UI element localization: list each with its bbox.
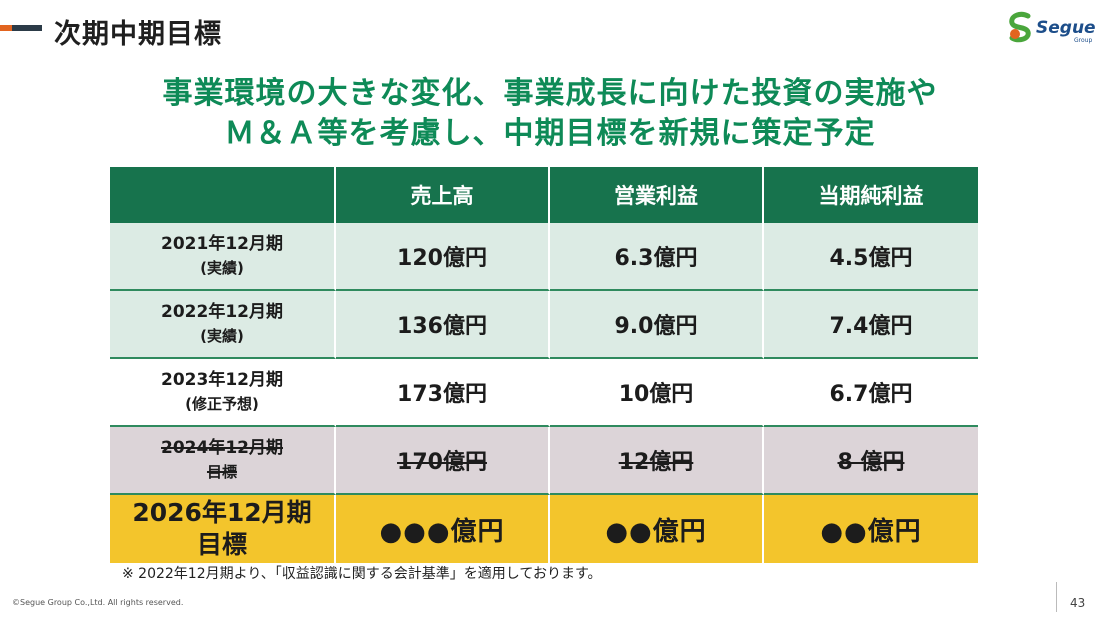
net-profit-cell: 6.7億円	[764, 359, 978, 427]
segue-logo: Segue Group	[1004, 10, 1096, 50]
net-profit-cell: 8 億円	[764, 427, 978, 495]
page-number: 43	[1070, 596, 1086, 610]
revenue-cell: 120億円	[336, 223, 550, 291]
footer-divider	[1056, 582, 1057, 612]
table-row-struck: 2024年12月期 目標 170億円 12億円 8 億円	[110, 427, 978, 495]
row-period: 2026年12月期	[132, 498, 312, 527]
row-label: 2026年12月期 目標	[110, 495, 336, 563]
row-status: (修正予想)	[185, 395, 259, 413]
revenue-cell: ●●●億円	[336, 495, 550, 563]
copyright: ©Segue Group Co.,Ltd. All rights reserve…	[12, 598, 184, 607]
net-profit-cell: ●●億円	[764, 495, 978, 563]
table-row: 2023年12月期 (修正予想) 173億円 10億円 6.7億円	[110, 359, 978, 427]
operating-profit-cell: ●●億円	[550, 495, 764, 563]
page-title: 次期中期目標	[54, 19, 222, 50]
footnote: ※ 2022年12月期より、「収益認識に関する会計基準」を適用しております。	[122, 566, 602, 582]
title-accent-decoration	[0, 25, 12, 31]
operating-profit-cell: 10億円	[550, 359, 764, 427]
row-status: (実績)	[200, 327, 244, 345]
row-status: (実績)	[200, 259, 244, 277]
title-bar-decoration	[0, 25, 42, 31]
revenue-cell: 136億円	[336, 291, 550, 359]
row-period: 2024年12月期	[161, 438, 283, 458]
row-label: 2022年12月期 (実績)	[110, 291, 336, 359]
table-row: 2022年12月期 (実績) 136億円 9.0億円 7.4億円	[110, 291, 978, 359]
operating-profit-cell: 9.0億円	[550, 291, 764, 359]
row-period: 2022年12月期	[161, 302, 283, 322]
logo-subtext: Group	[1074, 37, 1093, 44]
revenue-cell: 173億円	[336, 359, 550, 427]
revenue-cell: 170億円	[336, 427, 550, 495]
row-status: 目標	[196, 530, 247, 559]
operating-profit-cell: 6.3億円	[550, 223, 764, 291]
row-label: 2024年12月期 目標	[110, 427, 336, 495]
struck-value: 8 億円	[837, 450, 905, 475]
headline-line-2: Ｍ＆Ａ等を考慮し、中期目標を新規に策定予定	[224, 116, 876, 151]
row-label: 2023年12月期 (修正予想)	[110, 359, 336, 427]
table-row-target: 2026年12月期 目標 ●●●億円 ●●億円 ●●億円	[110, 495, 978, 563]
net-profit-cell: 7.4億円	[764, 291, 978, 359]
table-row: 2021年12月期 (実績) 120億円 6.3億円 4.5億円	[110, 223, 978, 291]
table-header-row: 売上高 営業利益 当期純利益	[110, 167, 978, 223]
row-status: 目標	[206, 463, 237, 481]
row-label: 2021年12月期 (実績)	[110, 223, 336, 291]
row-period: 2021年12月期	[161, 234, 283, 254]
struck-value: 12億円	[618, 450, 694, 475]
segue-logo-icon	[1009, 11, 1031, 43]
net-profit-cell: 4.5億円	[764, 223, 978, 291]
header-cell-empty	[110, 167, 336, 223]
struck-value: 170億円	[397, 450, 487, 475]
mid-term-goals-table: 売上高 営業利益 当期純利益 2021年12月期 (実績) 120億円 6.3億…	[110, 167, 978, 563]
headline-line-1: 事業環境の大きな変化、事業成長に向けた投資の実施や	[162, 76, 938, 111]
row-period: 2023年12月期	[161, 370, 283, 390]
operating-profit-cell: 12億円	[550, 427, 764, 495]
header-cell-revenue: 売上高	[336, 167, 550, 223]
header-cell-net-profit: 当期純利益	[764, 167, 978, 223]
logo-wordmark: Segue	[1036, 18, 1096, 38]
header-cell-operating-profit: 営業利益	[550, 167, 764, 223]
